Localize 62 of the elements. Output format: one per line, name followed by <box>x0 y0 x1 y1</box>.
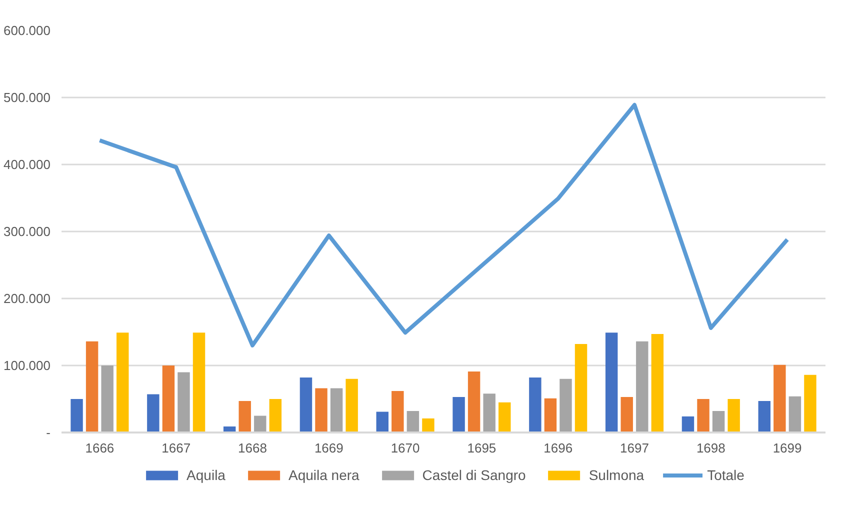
x-tick-label: 1670 <box>390 440 420 456</box>
bar <box>774 364 786 432</box>
bar <box>192 332 206 432</box>
bar <box>300 378 312 432</box>
bar <box>651 334 664 432</box>
x-tick-label: 1698 <box>696 440 726 456</box>
bar <box>101 366 114 432</box>
bar <box>483 394 496 432</box>
bar <box>697 399 710 432</box>
x-tick-label: 1669 <box>314 440 344 456</box>
legend-label: Totale <box>707 467 744 483</box>
y-tick-label: 400.000 <box>4 157 51 172</box>
bar <box>406 411 420 432</box>
bar <box>728 399 740 432</box>
bar <box>804 374 816 432</box>
bar <box>315 388 328 432</box>
bar <box>70 399 83 432</box>
y-tick-label: 600.000 <box>4 23 51 38</box>
bar <box>758 401 770 432</box>
bar <box>544 398 557 432</box>
bar <box>330 388 343 432</box>
bar <box>452 396 465 432</box>
bar <box>682 416 694 432</box>
bar <box>788 396 802 432</box>
legend-label: Aquila nera <box>288 467 360 483</box>
bar <box>422 418 434 432</box>
x-tick-label: 1666 <box>85 440 114 456</box>
bar <box>178 372 190 432</box>
y-tick-label: 300.000 <box>4 224 51 239</box>
line-series <box>98 102 790 348</box>
bar <box>346 378 358 432</box>
bar <box>605 332 618 432</box>
legend-label: Castel di Sangro <box>422 467 526 483</box>
x-tick-label: 1699 <box>772 440 802 456</box>
x-tick-label: 1695 <box>467 440 496 456</box>
bar <box>162 366 175 432</box>
bar <box>560 378 572 432</box>
bar <box>86 341 98 432</box>
bar <box>147 394 160 432</box>
bar <box>269 399 282 432</box>
bar <box>529 378 542 432</box>
bar <box>376 412 388 432</box>
x-tick-label: 1667 <box>162 440 191 456</box>
bar <box>574 344 588 432</box>
bar <box>498 402 511 432</box>
bar <box>392 390 404 432</box>
bar <box>712 411 725 432</box>
y-tick-label: 500.000 <box>4 90 51 105</box>
x-tick-label: 1696 <box>544 440 573 456</box>
bar <box>254 416 266 432</box>
bar <box>468 372 480 432</box>
legend-label: Sulmona <box>588 467 644 483</box>
legend-label: Aquila <box>186 467 226 483</box>
y-tick-label: 200.000 <box>4 291 51 306</box>
y-tick-label: - <box>46 425 51 440</box>
x-tick-label: 1697 <box>620 440 649 456</box>
bar <box>620 396 633 432</box>
y-tick-label: 100.000 <box>4 358 51 373</box>
bar <box>116 332 129 432</box>
bar <box>636 341 648 432</box>
bar <box>238 401 251 432</box>
x-tick-label: 1668 <box>238 440 267 456</box>
